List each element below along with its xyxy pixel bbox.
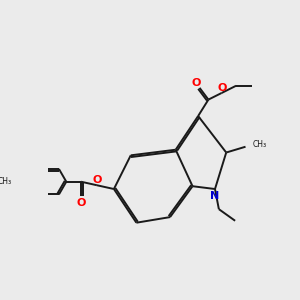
Text: O: O <box>92 175 102 185</box>
Text: O: O <box>76 198 86 208</box>
Text: O: O <box>217 83 226 93</box>
Text: CH₃: CH₃ <box>0 177 11 186</box>
Text: O: O <box>191 78 200 88</box>
Text: N: N <box>210 191 220 201</box>
Text: CH₃: CH₃ <box>252 140 266 149</box>
